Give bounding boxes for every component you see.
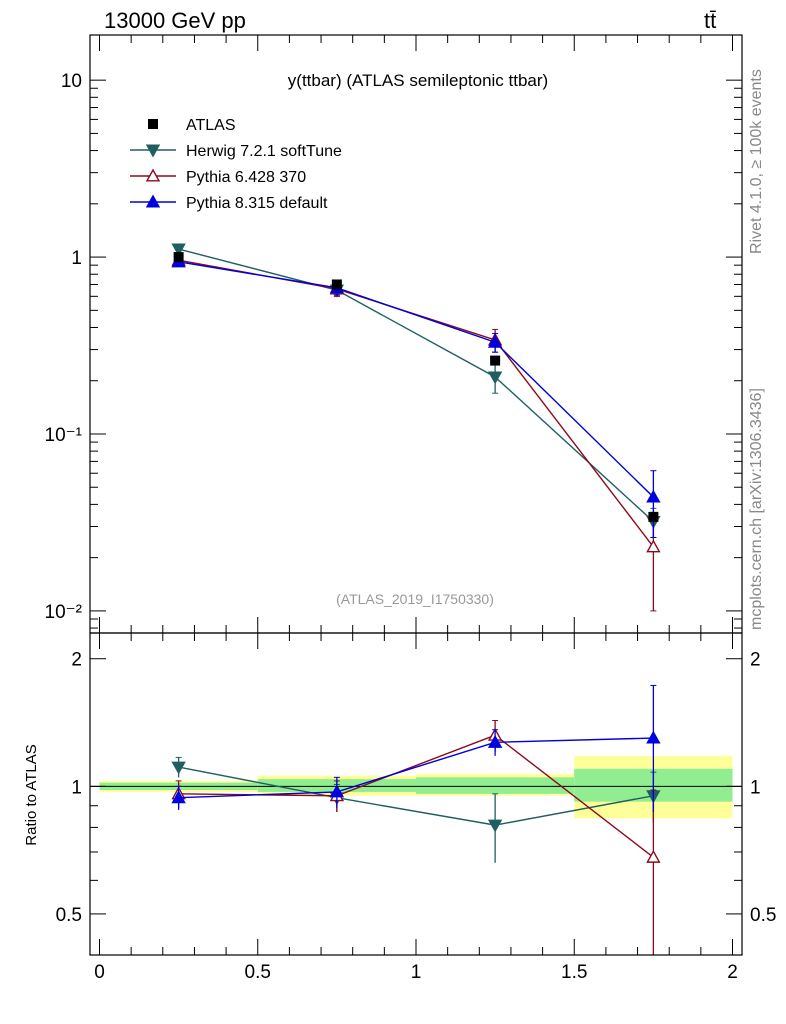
series-pythia8 [171,254,661,812]
legend-marker-atlas [148,119,158,129]
series-atlas [173,252,659,522]
x-tick-label: 2 [727,962,738,983]
x-tick-label: 0 [94,962,105,983]
pythia8-ratio-point [487,734,503,748]
pythia8-main-point [487,334,503,348]
legend-marker-pythia6 [145,168,161,182]
energy-label: 13000 GeV pp [104,8,246,33]
legend-label-pythia8: Pythia 8.315 default [186,195,328,212]
herwig-ratio-line [178,766,654,826]
legend-marker-pythia8 [145,194,161,208]
atlas-main-point [331,279,342,290]
ratio-y-tick-label-right: 0.5 [750,905,776,926]
x-tick-label: 0.5 [245,962,271,983]
pythia6-main-point [646,539,661,553]
herwig-ratio-point [171,761,186,775]
legend-label-atlas: ATLAS [186,117,236,134]
legend: ATLAS Herwig 7.2.1 softTune Pythia 6.428 3… [130,117,342,212]
ratio-y-tick-label-right: 2 [750,650,761,671]
legend-label-pythia6: Pythia 6.428 370 [186,169,306,186]
main-y-tick-label: 1 [71,248,82,269]
analysis-id-label: (ATLAS_2019_I1750330) [336,591,494,607]
legend-label-herwig: Herwig 7.2.1 softTune [186,143,342,160]
ratio-y-tick-label: 1 [71,777,82,798]
herwig-main-line [178,248,654,523]
ratio-y-tick-label-right: 1 [750,777,761,798]
pythia6-ratio-point [646,849,661,863]
pythia8-ratio-point [171,790,186,804]
legend-marker-herwig [145,144,161,158]
x-tick-label: 1.5 [561,962,587,983]
main-y-tick-label: 10⁻² [45,602,83,623]
ref-band-inner-2 [416,777,575,794]
herwig-main-point [487,371,503,385]
axes-layer: 0 0.5 1 1.5 2 10 1 10⁻¹ 10⁻² 2 2 1 1 0.5 0.5 [45,35,776,983]
atlas-main-point [490,355,501,366]
herwig-main-point [171,243,186,257]
ratio-y-tick-label: 2 [71,650,82,671]
series-layer [171,243,661,955]
atlas-main-point [173,252,184,263]
pythia8-main-line [178,261,654,498]
ratio-axis-label: Ratio to ATLAS [23,744,40,845]
atlas-main-point [648,511,659,522]
pythia8-ratio-line [178,737,654,799]
x-tick-label: 1 [411,962,422,983]
herwig-ratio-point [487,819,503,833]
pythia6-main-line [178,259,654,548]
pythia8-ratio-point [329,784,345,798]
chart-title: y(ttbar) (ATLAS semileptonic ttbar) [288,71,548,90]
main-y-tick-label: 10 [61,71,82,92]
pythia8-main-point [646,489,661,503]
ratio-y-tick-label: 0.5 [56,905,82,926]
main-y-tick-label: 10⁻¹ [45,425,83,446]
process-label: tt̄ [704,8,717,33]
pythia8-ratio-point [646,730,661,744]
